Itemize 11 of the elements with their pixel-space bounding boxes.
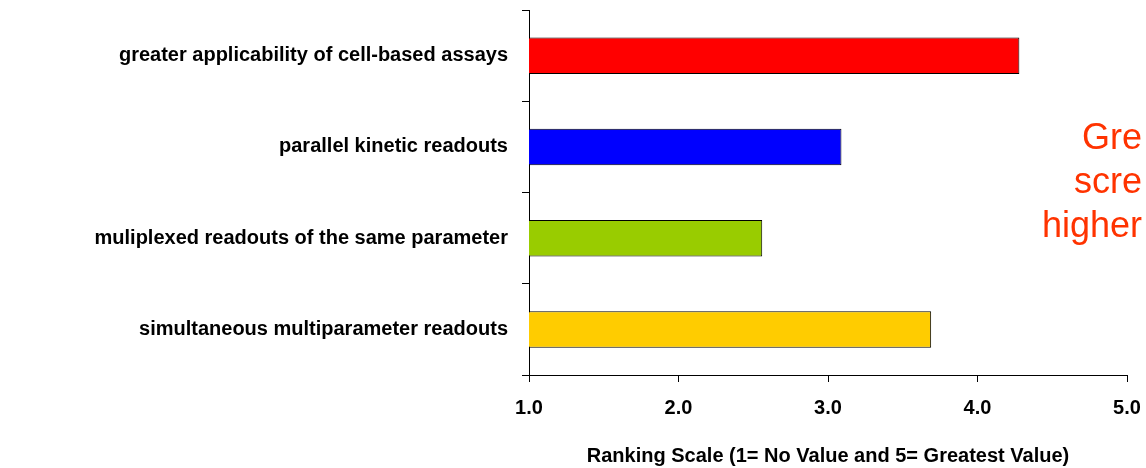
annotation: Gre scre higher [1041, 115, 1143, 245]
y-tick-label: muliplexed readouts of the same parameter [94, 225, 509, 248]
x-tick-label: 2.0 [664, 395, 693, 418]
x-tick-label: 5.0 [1113, 395, 1141, 418]
x-tick-label: 3.0 [814, 395, 842, 418]
y-tick-label: simultaneous multiparameter readouts [139, 316, 508, 339]
y-tick-label: parallel kinetic readouts [279, 134, 508, 157]
x-tick-label: 4.0 [963, 395, 992, 418]
x-tick-label: 1.0 [515, 395, 543, 418]
y-tick-label: greater applicability of cell-based assays [118, 43, 508, 66]
x-axis-title: Ranking Scale (1= No Value and 5= Greatest Value) [586, 443, 1070, 466]
